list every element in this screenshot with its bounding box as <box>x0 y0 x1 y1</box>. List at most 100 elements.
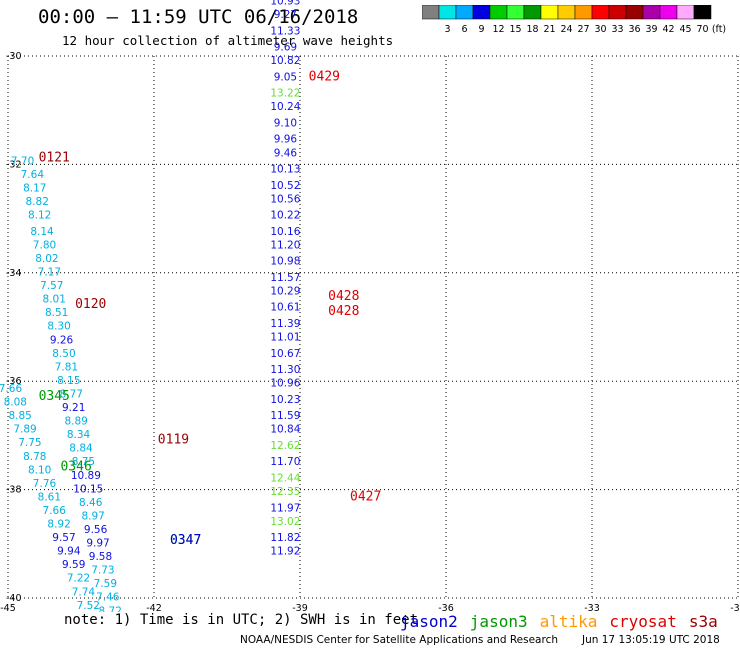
pass-label-s3a: 0121 <box>39 151 70 166</box>
satellite-legend: jason2 jason3 altika cryosat s3a <box>400 612 730 631</box>
swh-value-s3a: 9.26 <box>50 334 74 346</box>
swh-value-jason2: 11.97 <box>270 502 300 514</box>
chart-plot-area: -45 -42 -39 -36 -33 -30 -30 -32 -34 -36 -38 -40 11.9… <box>0 0 740 612</box>
color-scale-unit: (ft) <box>712 24 726 35</box>
swh-value-jason3: 7.75 <box>18 437 41 449</box>
swh-value-s3a: 8.72 <box>99 605 122 612</box>
swh-value-jason2: 11.82 <box>270 532 300 544</box>
swh-value-jason3: 7.89 <box>13 424 36 436</box>
chart-subtitle: 12 hour collection of altimeter wave hei… <box>62 33 394 48</box>
legend-cryosat: cryosat <box>609 612 677 631</box>
legend-s3a: s3a <box>688 612 718 631</box>
swh-value-jason2: 10.29 <box>270 285 300 297</box>
swh-value-s3a: 10.89 <box>71 470 101 482</box>
swh-value-s3a: 8.17 <box>23 183 46 195</box>
swh-value-jason2: 10.23 <box>270 394 300 406</box>
swh-value-jason2: 9.69 <box>274 42 297 54</box>
x-tick-label: -42 <box>146 603 162 612</box>
pass-label-jason3: 0346 <box>60 460 91 475</box>
pass-label-jason3: 0347 <box>170 533 201 548</box>
color-scale-label: 33 <box>611 24 623 35</box>
swh-value-jason2: 9.96 <box>274 134 298 146</box>
color-scale-label: 24 <box>560 24 572 35</box>
swh-value-s3a: 8.02 <box>35 253 58 265</box>
swh-value-s3a: 7.46 <box>96 592 120 604</box>
color-scale-label: 39 <box>645 24 657 35</box>
swh-value-jason2: 11.20 <box>270 239 300 251</box>
credit-text: NOAA/NESDIS Center for Satellite Applica… <box>240 634 558 646</box>
swh-value-jason3: 8.10 <box>28 464 51 476</box>
color-scale-label: 12 <box>492 24 504 35</box>
swh-value-jason2: 12.35 <box>270 486 300 498</box>
swh-value-s3a: 8.50 <box>52 348 75 360</box>
y-tick-label: -36 <box>6 376 22 387</box>
y-tick-label: -40 <box>6 593 22 604</box>
swh-value-s3a: 7.80 <box>33 239 56 251</box>
swh-value-s3a: 9.97 <box>86 538 109 550</box>
swh-value-jason3: 7.22 <box>67 573 90 585</box>
swh-value-s3a: 7.57 <box>40 280 63 292</box>
color-scale-label: 36 <box>628 24 640 35</box>
color-scale-label: 9 <box>478 24 484 35</box>
color-scale-label: 42 <box>662 24 674 35</box>
y-tick-label: -38 <box>6 485 22 496</box>
swh-value-s3a: 7.59 <box>94 578 117 590</box>
pass-label-s3a: 0119 <box>158 433 189 448</box>
swh-value-s3a: 8.34 <box>67 429 91 441</box>
x-tick-label: -30 <box>730 603 740 612</box>
pass-label-jason2: 0347 <box>170 533 201 548</box>
swh-value-jason2: 11.70 <box>270 456 300 468</box>
swh-value-jason3: 7.52 <box>77 600 100 612</box>
color-scale-label: 6 <box>461 24 467 35</box>
swh-value-jason3: 8.85 <box>8 410 31 422</box>
swh-value-jason2: 13.22 <box>270 88 300 100</box>
x-tick-label: -39 <box>292 603 308 612</box>
color-scale-label: 45 <box>679 24 691 35</box>
x-tick-label: -45 <box>0 603 16 612</box>
color-scale-label: 3 <box>444 24 450 35</box>
swh-value-jason2: 10.61 <box>270 302 300 314</box>
swh-value-s3a: 8.97 <box>81 510 104 522</box>
swh-value-s3a: 7.73 <box>91 565 114 577</box>
swh-value-jason2: 10.24 <box>270 101 300 113</box>
swh-value-jason3: 9.59 <box>62 559 85 571</box>
legend-jason2: jason2 <box>400 612 458 631</box>
generated-timestamp: Jun 17 13:05:19 UTC 2018 <box>582 634 720 646</box>
swh-value-jason2: 11.57 <box>270 272 300 284</box>
swh-value-s3a: 9.56 <box>84 524 108 536</box>
swh-value-jason2: 10.67 <box>270 348 300 360</box>
swh-value-s3a: 8.01 <box>43 294 66 306</box>
swh-value-jason2: 9.05 <box>274 71 297 83</box>
swh-value-jason2: 9.10 <box>274 117 297 129</box>
y-tick-label: -30 <box>6 51 22 62</box>
x-tick-label: -36 <box>438 603 454 612</box>
swh-value-s3a: 8.30 <box>47 321 70 333</box>
swh-value-s3a: 9.58 <box>89 551 112 563</box>
pass-label-jason3: 0345 <box>39 389 70 404</box>
swh-value-jason2: 10.84 <box>270 424 300 436</box>
swh-value-jason3: 9.94 <box>57 546 81 558</box>
swh-value-jason2: 11.30 <box>270 364 300 376</box>
swh-value-s3a: 9.21 <box>62 402 85 414</box>
swh-value-jason3: 7.76 <box>33 478 57 490</box>
swh-value-jason3: 8.78 <box>23 451 46 463</box>
page-title: 00:00 – 11:59 UTC 06/16/2018 <box>38 6 359 28</box>
y-tick-label: -32 <box>6 159 22 170</box>
swh-value-jason2: 13.02 <box>270 516 300 528</box>
swh-value-s3a: 7.70 <box>11 155 34 167</box>
swh-value-jason3: 7.66 <box>0 383 22 395</box>
swh-value-jason2: 10.16 <box>270 226 300 238</box>
swh-value-jason2: 10.52 <box>270 180 300 192</box>
swh-value-s3a: 8.75 <box>72 456 95 468</box>
color-scale-label: 30 <box>594 24 606 35</box>
swh-value-s3a: 8.46 <box>79 497 103 509</box>
pass-label-cryosat: 0428 <box>328 304 359 319</box>
color-scale-label: 21 <box>543 24 555 35</box>
swh-value-jason2: 12.44 <box>270 472 300 484</box>
swh-value-s3a: 8.14 <box>30 226 54 238</box>
x-tick-label: -33 <box>584 603 600 612</box>
swh-value-s3a: 8.82 <box>26 196 49 208</box>
swh-value-s3a: 7.17 <box>38 267 61 279</box>
swh-value-jason2: 11.59 <box>270 410 300 422</box>
swh-value-s3a: 8.51 <box>45 307 68 319</box>
